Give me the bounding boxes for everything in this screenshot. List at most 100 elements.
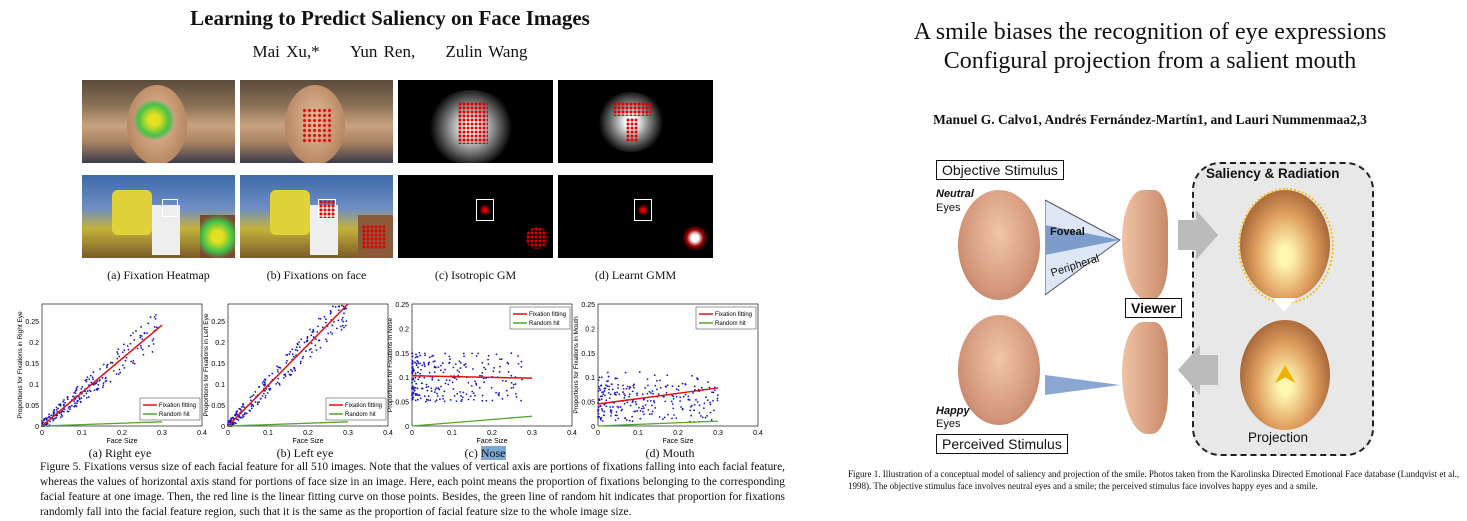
data-point [706, 415, 709, 417]
data-point [606, 371, 609, 374]
data-point [319, 317, 322, 320]
data-point [472, 368, 474, 370]
data-point [277, 377, 280, 380]
data-point [415, 364, 418, 367]
data-point [89, 374, 92, 377]
data-point [696, 377, 699, 380]
data-point [80, 397, 83, 400]
projection-label: Projection [1248, 430, 1309, 445]
x-tick-label: 0.3 [157, 430, 167, 437]
data-point [433, 366, 436, 369]
data-point [142, 353, 145, 356]
data-point [86, 390, 89, 393]
data-point [601, 395, 604, 398]
perceived-stimulus-label: Perceived Stimulus [936, 434, 1068, 454]
data-point [413, 389, 416, 392]
data-point [463, 355, 465, 358]
data-point [417, 366, 419, 369]
data-point [104, 376, 107, 379]
data-point [75, 387, 78, 390]
data-point [85, 396, 88, 399]
data-point [53, 417, 56, 420]
data-point [623, 392, 625, 395]
data-point [69, 408, 71, 410]
data-point [437, 366, 440, 369]
data-point [305, 340, 308, 343]
y-tick-label: 0.1 [399, 375, 409, 382]
data-point [275, 383, 278, 385]
data-point [664, 400, 667, 403]
data-point [597, 379, 600, 382]
data-point [483, 366, 485, 369]
data-point [458, 370, 461, 373]
data-point [240, 416, 242, 419]
data-point [666, 374, 669, 377]
data-point [449, 358, 451, 361]
data-point [687, 395, 690, 398]
data-point [282, 377, 285, 379]
data-point [597, 416, 600, 419]
data-point [337, 319, 340, 322]
y-tick-label: 0.2 [29, 340, 39, 347]
x-tick-label: 0.3 [343, 430, 353, 437]
data-point [629, 404, 632, 407]
legend-label-random: Random hit [715, 321, 746, 327]
data-point [288, 353, 291, 355]
data-point [505, 380, 507, 382]
cartoon-image-fixations [240, 175, 393, 258]
data-point [696, 401, 699, 403]
data-point [633, 383, 636, 386]
x-tick-label: 0.3 [713, 430, 723, 437]
data-point [250, 405, 253, 408]
y-axis-label: Proportions for Fixations in Left Eye [203, 313, 210, 416]
down-arrow-icon [1272, 298, 1296, 312]
foveal-label: Foveal [1050, 226, 1085, 238]
right-paper-authors: Manuel G. Calvo1, Andrés Fernández-Martí… [933, 112, 1367, 127]
author-2: Yun Ren, [349, 42, 416, 61]
data-point [599, 418, 602, 421]
data-point [520, 399, 522, 402]
data-point [412, 368, 414, 370]
data-point [268, 388, 271, 390]
data-point [147, 322, 150, 325]
data-point [302, 355, 305, 358]
data-point [101, 386, 104, 389]
data-point [427, 363, 430, 366]
data-point [139, 334, 142, 337]
data-point [449, 399, 452, 401]
data-point [126, 345, 129, 347]
random-hit-line [41, 421, 163, 427]
data-point [650, 392, 652, 394]
data-point [55, 406, 58, 409]
data-point [417, 394, 420, 397]
data-point [712, 399, 714, 402]
data-point [637, 406, 640, 409]
data-point [491, 399, 494, 402]
data-point [622, 391, 624, 393]
data-point [430, 390, 433, 393]
data-point [119, 371, 122, 374]
data-point [615, 411, 618, 413]
data-point [306, 335, 309, 338]
data-point [437, 387, 440, 390]
data-point [639, 417, 642, 420]
data-point [95, 388, 98, 391]
data-point [653, 401, 656, 404]
data-point [652, 392, 654, 395]
data-point [287, 370, 290, 373]
data-point [495, 353, 498, 356]
data-point [492, 370, 495, 373]
data-point [421, 364, 424, 367]
data-point [76, 402, 78, 404]
data-point [675, 417, 678, 419]
data-point [700, 386, 703, 389]
data-point [411, 366, 414, 368]
data-point [642, 398, 645, 401]
data-point [643, 413, 645, 416]
data-point [340, 328, 343, 331]
data-point [467, 398, 470, 401]
data-point [415, 382, 418, 385]
data-point [242, 414, 244, 417]
data-point [53, 411, 56, 414]
data-point [677, 389, 680, 392]
